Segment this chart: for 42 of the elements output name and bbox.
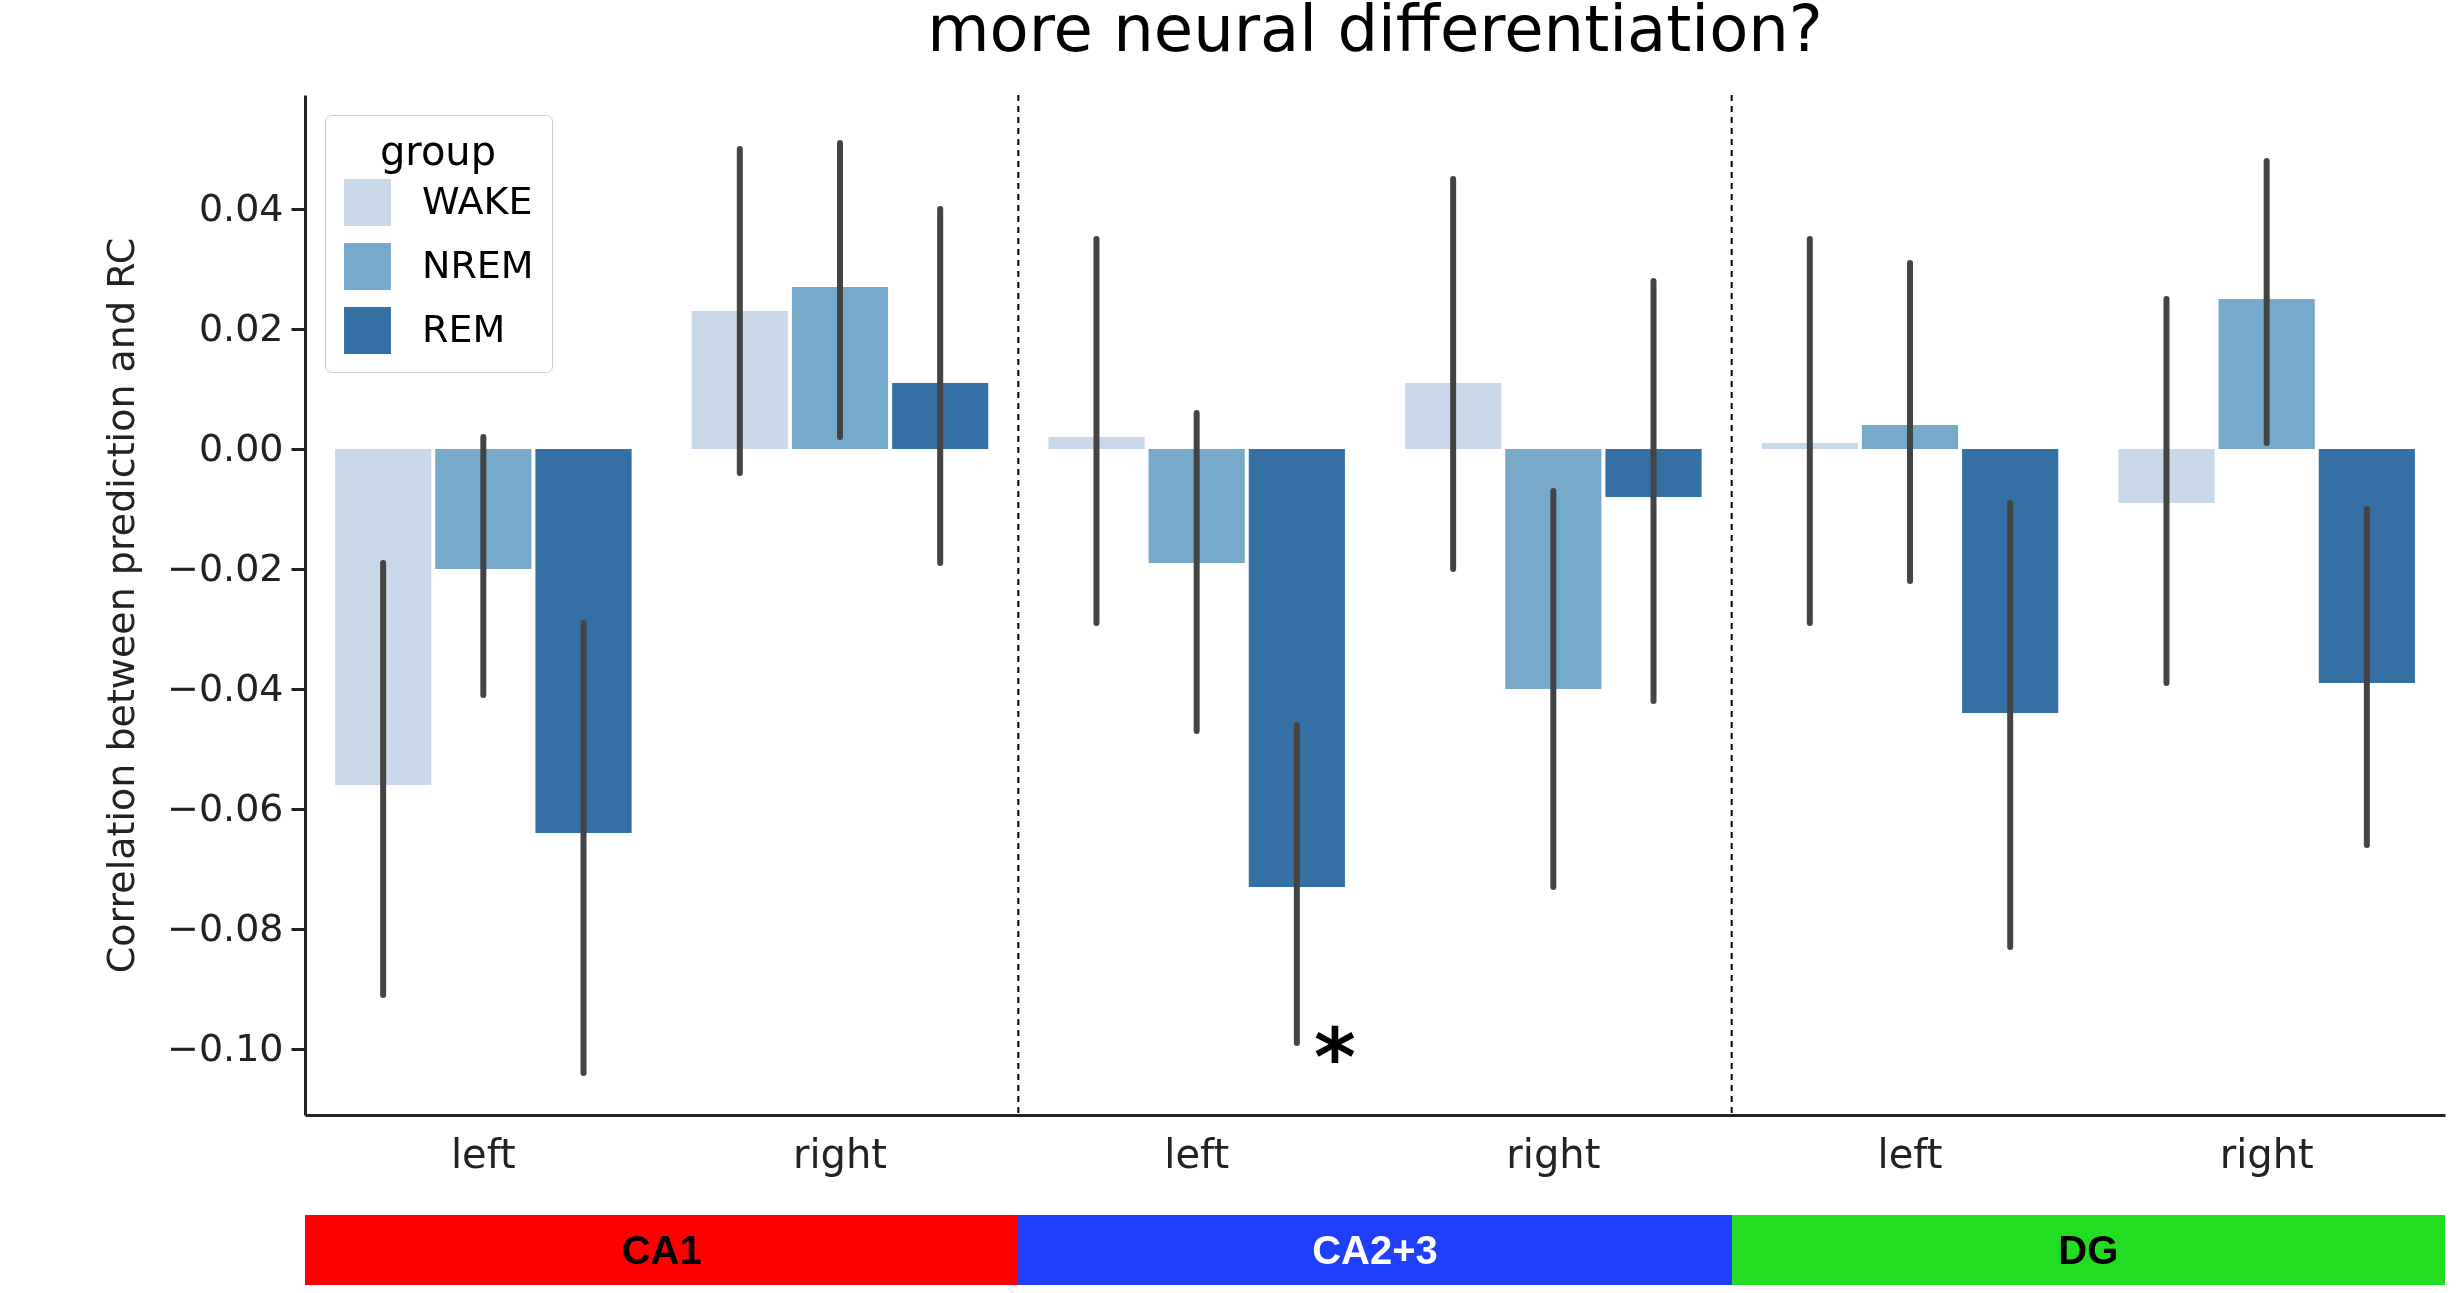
x-tick-label: right (1506, 1130, 1601, 1177)
text: CA2+3 (1018, 1215, 1732, 1285)
legend-label: WAKE (422, 178, 533, 223)
bar (335, 449, 432, 785)
bar (535, 449, 632, 833)
x-tick-label: left (1164, 1130, 1230, 1177)
bar (435, 449, 532, 569)
x-tick-label: left (450, 1130, 516, 1177)
y-tick-label: 0.02 (198, 305, 284, 350)
y-axis-title: Correlation between prediction and RC (99, 237, 144, 974)
y-tick-label: −0.08 (167, 905, 284, 950)
y-tick-label: −0.06 (167, 785, 284, 830)
text: DG (1731, 1215, 2445, 1285)
legend-title: group (379, 128, 497, 174)
bar (791, 287, 889, 449)
bar (691, 311, 788, 449)
bar (892, 383, 989, 449)
x-tick-label: left (1877, 1130, 1943, 1177)
bar (1962, 449, 2059, 713)
bar (1048, 437, 1145, 449)
bar (2118, 449, 2215, 503)
chart-title: more neural differentiation? (927, 0, 1823, 66)
y-tick-label: 0.00 (198, 425, 284, 470)
bar (2218, 299, 2315, 449)
bar (1505, 449, 1602, 689)
bar (1861, 425, 1959, 449)
y-tick-label: 0.04 (198, 185, 284, 230)
y-tick-label: −0.10 (167, 1025, 284, 1070)
x-tick-label: right (793, 1130, 887, 1177)
bar (1148, 449, 1245, 563)
bar (1605, 449, 1702, 497)
x-tick-label: right (2219, 1130, 2314, 1177)
legend-label: NREM (422, 242, 534, 287)
y-tick-label: −0.04 (167, 665, 284, 710)
bar (1761, 443, 1858, 449)
bar (2318, 449, 2415, 683)
bar (1405, 383, 1502, 449)
bar (1248, 449, 1345, 887)
annotation: * (1313, 1011, 1356, 1104)
y-tick-label: −0.02 (167, 545, 284, 590)
legend-label: REM (422, 306, 506, 351)
text: CA1 (305, 1215, 1019, 1285)
